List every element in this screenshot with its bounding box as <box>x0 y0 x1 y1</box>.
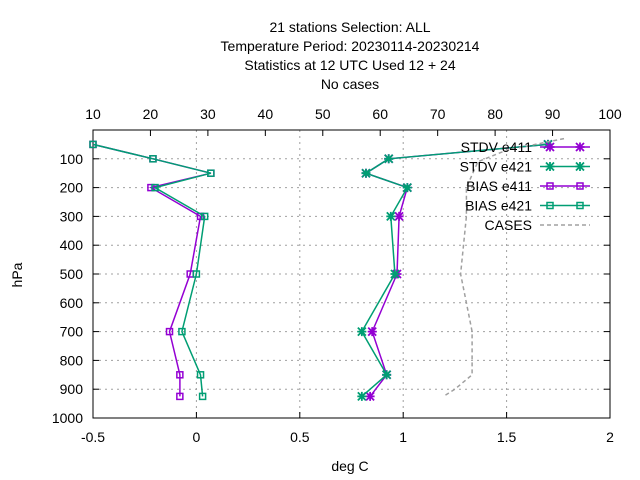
data-point <box>386 211 396 222</box>
data-point <box>196 371 205 379</box>
y-tick-label: 600 <box>60 295 84 311</box>
x2-tick-label: 80 <box>487 106 503 122</box>
y-tick-label: 400 <box>60 237 84 253</box>
data-point <box>198 392 207 401</box>
legend-item: BIAS e411 <box>466 178 590 194</box>
y-tick-label: 800 <box>60 352 84 368</box>
legend-item: CASES <box>485 217 590 233</box>
data-point <box>192 270 201 278</box>
title-line: Statistics at 12 UTC Used 12 + 24 <box>244 57 455 73</box>
legend-label: CASES <box>485 217 532 233</box>
title-line: Temperature Period: 20230114-20230214 <box>221 38 480 54</box>
data-point <box>178 327 186 336</box>
data-point <box>357 326 367 337</box>
legend-marker <box>576 182 584 190</box>
x-tick-label: 1 <box>399 429 407 445</box>
y-tick-label: 1000 <box>52 410 83 426</box>
legend-label: BIAS e421 <box>465 198 532 214</box>
data-point <box>367 326 377 337</box>
chart-title: 21 stations Selection: ALL Temperature Pe… <box>221 19 480 92</box>
y-tick-label: 100 <box>60 151 84 167</box>
x2-tick-label: 30 <box>200 106 216 122</box>
y-tick-label: 700 <box>60 324 84 340</box>
y-tick-label: 300 <box>60 208 84 224</box>
legend-item: BIAS e421 <box>465 198 590 214</box>
axes: -0.5 0 0.5 1 1.5 2 10 20 30 40 50 60 70 80 90 100 100 200… <box>52 106 622 445</box>
data-point <box>402 182 412 193</box>
series-stdv-e421 <box>357 139 553 402</box>
data-point <box>200 212 209 221</box>
x-axis-label: deg C <box>331 458 368 474</box>
legend-marker <box>575 161 585 172</box>
legend-label: STDV e411 <box>461 139 533 155</box>
data-point <box>149 155 157 163</box>
series-bias-e421 <box>89 140 215 401</box>
title-line: 21 stations Selection: ALL <box>269 19 430 35</box>
y-tick-label: 900 <box>60 381 84 397</box>
data-point <box>151 183 159 192</box>
x2-tick-label: 50 <box>315 106 331 122</box>
data-point <box>176 392 184 401</box>
data-point <box>165 327 174 336</box>
data-point <box>384 154 394 164</box>
legend-marker <box>545 161 555 172</box>
x2-tick-label: 20 <box>143 106 159 122</box>
data-point <box>382 370 392 380</box>
legend-marker <box>546 201 554 210</box>
x-tick-label: -0.5 <box>81 429 105 445</box>
legend-marker <box>576 201 584 210</box>
series-line <box>443 137 565 398</box>
x2-tick-label: 60 <box>372 106 388 122</box>
grid <box>93 130 610 418</box>
legend-label: BIAS e411 <box>466 178 532 194</box>
x-tick-label: 2 <box>606 429 614 445</box>
data-point <box>176 371 184 379</box>
data-point <box>361 168 371 178</box>
series-line <box>92 143 212 397</box>
legend: STDV e411 STDV e421 BIAS e411 BIAS e421 CASE… <box>460 139 590 233</box>
data-point <box>365 391 375 402</box>
x2-tick-label: 100 <box>598 106 622 122</box>
data-point <box>89 140 97 149</box>
x2-tick-label: 40 <box>258 106 274 122</box>
data-point <box>390 269 400 279</box>
y-tick-label: 200 <box>60 180 84 196</box>
legend-item: STDV e411 <box>461 139 590 155</box>
legend-marker <box>546 182 554 190</box>
y-tick-label: 500 <box>60 266 84 282</box>
legend-marker <box>545 142 555 152</box>
data-point <box>207 169 215 177</box>
legend-marker <box>575 142 585 152</box>
x-tick-label: 0 <box>193 429 201 445</box>
data-point <box>357 391 367 402</box>
title-line: No cases <box>321 76 379 92</box>
series-cases <box>443 137 565 398</box>
series <box>89 137 565 402</box>
x-tick-label: 0.5 <box>290 429 310 445</box>
legend-label: STDV e421 <box>460 159 533 175</box>
x2-tick-label: 10 <box>85 106 101 122</box>
x2-tick-label: 90 <box>545 106 561 122</box>
x-tick-label: 1.5 <box>497 429 517 445</box>
data-point <box>394 211 404 222</box>
x2-tick-label: 70 <box>430 106 446 122</box>
legend-item: STDV e421 <box>460 159 590 175</box>
y-axis-label: hPa <box>9 262 25 287</box>
